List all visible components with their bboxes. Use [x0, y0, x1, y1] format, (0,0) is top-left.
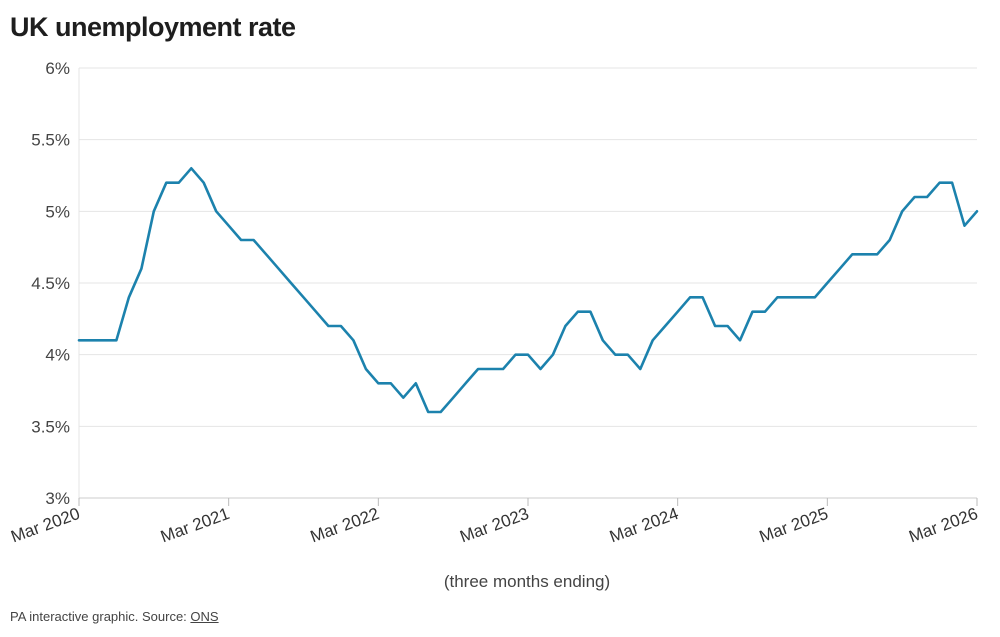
x-tick-label: Mar 2025 [757, 504, 831, 546]
footer-text: PA interactive graphic. Source: [10, 609, 191, 624]
y-tick-label: 6% [45, 59, 70, 78]
y-tick-label: 5% [45, 202, 70, 221]
y-tick-label: 4% [45, 346, 70, 365]
footer-source: PA interactive graphic. Source: ONS [10, 609, 219, 624]
x-tick-label: Mar 2021 [158, 504, 232, 546]
grid-lines [78, 67, 977, 498]
y-tick-label: 3% [45, 489, 70, 508]
x-tick-label: Mar 2023 [457, 504, 531, 546]
y-tick-label: 4.5% [31, 274, 70, 293]
x-axis [78, 497, 978, 506]
x-axis-tick-labels: Mar 2020 Mar 2021 Mar 2022 Mar 2023 Mar 2024… [8, 504, 980, 546]
y-tick-label: 3.5% [31, 417, 70, 436]
x-tick-label: Mar 2024 [607, 504, 681, 546]
x-axis-title: (three months ending) [444, 572, 610, 591]
source-link[interactable]: ONS [190, 609, 219, 624]
chart-title: UK unemployment rate [10, 12, 296, 42]
y-tick-label: 5.5% [31, 131, 70, 150]
x-tick-label: Mar 2020 [8, 504, 82, 546]
x-tick-label: Mar 2026 [906, 504, 980, 546]
series-layer [77, 167, 979, 414]
y-axis-tick-labels: 3% 3.5% 4% 4.5% 5% 5.5% 6% [31, 59, 70, 508]
series-line [77, 167, 979, 414]
x-tick-label: Mar 2022 [308, 504, 382, 546]
